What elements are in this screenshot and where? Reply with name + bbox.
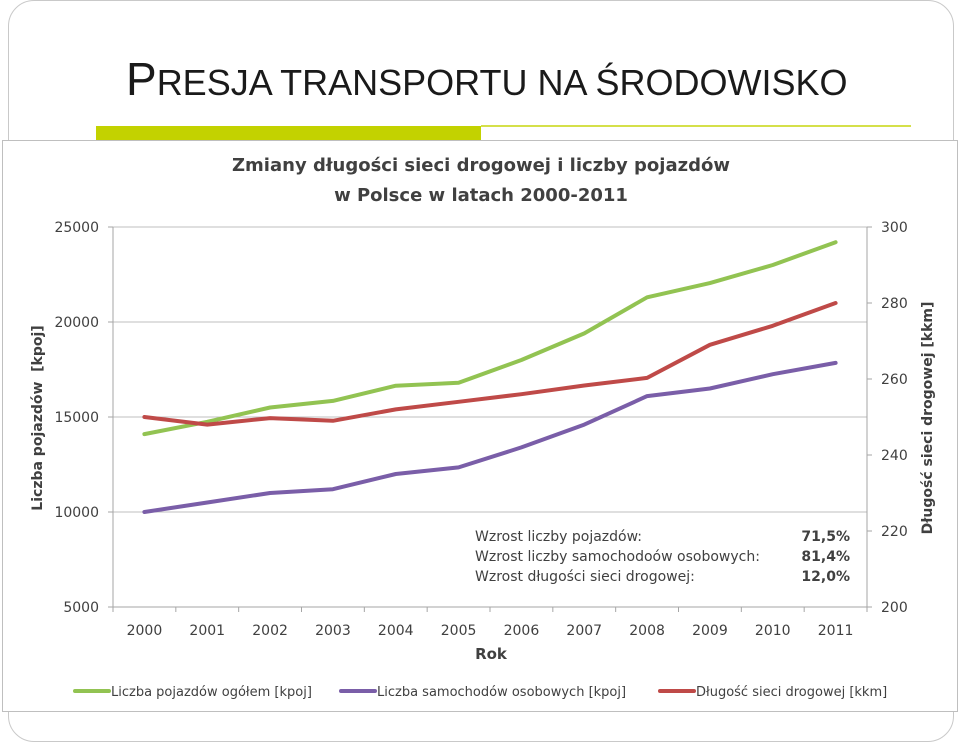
left-axis-label: Liczba pojazdów [kpoj]	[30, 325, 46, 510]
right-tick-label: 300	[881, 220, 908, 236]
x-tick-label: 2005	[441, 623, 477, 639]
x-tick-label: 2004	[378, 623, 414, 639]
legend-label: Liczba pojazdów ogółem [kpoj]	[111, 685, 312, 700]
legend-label: Liczba samochodów osobowych [kpoj]	[377, 685, 626, 700]
annotation-value: 81,4%	[801, 549, 850, 565]
legend-label: Długość sieci drogowej [kkm]	[696, 685, 887, 700]
title-accent-bar	[96, 126, 481, 140]
right-tick-label: 200	[881, 600, 908, 616]
right-tick-label: 260	[881, 372, 908, 388]
slide-title-rest: RESJA TRANSPORTU NA ŚRODOWISKO	[156, 62, 848, 103]
right-tick-label: 280	[881, 296, 908, 312]
slide-title-initial: P	[126, 53, 157, 105]
line-chart: Zmiany długości sieci drogowej i liczby …	[30, 155, 936, 700]
series-line-3	[142, 301, 838, 427]
annotation-label: Wzrost liczby samochodoów osobowych:	[475, 549, 760, 565]
left-tick-label: 5000	[63, 600, 99, 616]
right-tick-label: 240	[881, 448, 908, 464]
right-axis-ticks: 200 220 240 260 280 300	[867, 220, 908, 616]
chart-title-line2: w Polsce w latach 2000-2011	[334, 185, 628, 206]
x-tick-label: 2001	[189, 623, 225, 639]
x-tick-label: 2000	[127, 623, 163, 639]
annotation-label: Wzrost liczby pojazdów:	[475, 529, 642, 545]
x-tick-label: 2007	[566, 623, 602, 639]
left-tick-label: 25000	[54, 220, 99, 236]
chart-panel: Zmiany długości sieci drogowej i liczby …	[2, 140, 958, 712]
left-tick-label: 10000	[54, 505, 99, 521]
series-line-2	[142, 360, 838, 514]
chart-legend: Liczba pojazdów ogółem [kpoj] Liczba samo…	[73, 685, 887, 700]
x-tick-label: 2008	[629, 623, 665, 639]
series-line-1	[142, 240, 838, 437]
title-accent-line	[481, 125, 911, 127]
annotation-value: 71,5%	[801, 529, 850, 545]
left-axis-ticks: 5000 10000 15000 20000 25000	[54, 220, 113, 616]
annotation-label: Wzrost długości sieci drogowej:	[475, 569, 695, 585]
x-tick-label: 2006	[504, 623, 540, 639]
x-tick-label: 2002	[252, 623, 288, 639]
left-tick-label: 15000	[54, 410, 99, 426]
growth-annotations: Wzrost liczby pojazdów: 71,5% Wzrost liczb…	[475, 529, 850, 585]
chart-series	[142, 240, 838, 514]
x-tick-label: 2009	[692, 623, 728, 639]
annotation-value: 12,0%	[801, 569, 850, 585]
right-axis-label: Długość sieci drogowej [kkm]	[920, 302, 936, 535]
x-tick-label: 2011	[818, 623, 854, 639]
x-axis-ticks: 2000 2001 2002 2003 2004 2005 2006 2007 2008 2009…	[112, 607, 868, 639]
right-tick-label: 220	[881, 524, 908, 540]
x-tick-label: 2003	[315, 623, 351, 639]
x-tick-label: 2010	[755, 623, 791, 639]
slide-title: PRESJA TRANSPORTU NA ŚRODOWISKO	[126, 52, 848, 106]
x-axis-label: Rok	[475, 645, 508, 663]
chart-title-line1: Zmiany długości sieci drogowej i liczby …	[232, 155, 730, 176]
left-tick-label: 20000	[54, 315, 99, 331]
